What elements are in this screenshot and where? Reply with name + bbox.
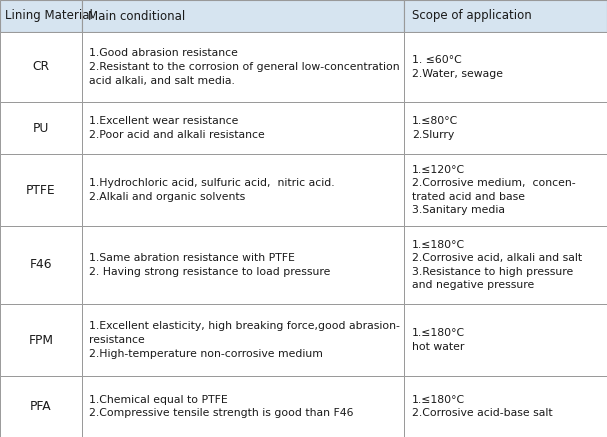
Text: PU: PU — [33, 121, 49, 135]
Bar — [0, 304, 82, 376]
Text: Scope of application: Scope of application — [412, 10, 532, 22]
Text: 1.≤180°C
2.Corrosive acid-base salt: 1.≤180°C 2.Corrosive acid-base salt — [412, 395, 552, 418]
Bar — [82, 154, 404, 226]
Text: Main conditional: Main conditional — [88, 10, 185, 22]
Bar — [82, 102, 404, 154]
Bar — [0, 154, 82, 226]
Text: 1.Excellent elasticity, high breaking force,good abrasion-
resistance
2.High-tem: 1.Excellent elasticity, high breaking fo… — [89, 321, 400, 359]
Bar — [82, 0, 404, 32]
Bar — [82, 376, 404, 437]
Text: 1. ≤60°C
2.Water, sewage: 1. ≤60°C 2.Water, sewage — [412, 55, 503, 79]
Text: PTFE: PTFE — [26, 184, 56, 197]
Text: 1.≤120°C
2.Corrosive medium,  concen-
trated acid and base
3.Sanitary media: 1.≤120°C 2.Corrosive medium, concen- tra… — [412, 165, 575, 215]
Bar — [404, 0, 607, 32]
Bar — [0, 32, 82, 102]
Bar — [404, 32, 607, 102]
Text: 1.Good abrasion resistance
2.Resistant to the corrosion of general low-concentra: 1.Good abrasion resistance 2.Resistant t… — [89, 49, 399, 86]
Text: CR: CR — [33, 60, 50, 73]
Text: 1.≤180°C
hot water: 1.≤180°C hot water — [412, 328, 465, 352]
Bar — [0, 376, 82, 437]
Text: 1.≤80°C
2.Slurry: 1.≤80°C 2.Slurry — [412, 116, 458, 140]
Bar — [404, 226, 607, 304]
Text: 1.Same abration resistance with PTFE
2. Having strong resistance to load pressur: 1.Same abration resistance with PTFE 2. … — [89, 253, 330, 277]
Bar — [404, 102, 607, 154]
Bar — [404, 304, 607, 376]
Bar — [82, 32, 404, 102]
Bar — [404, 376, 607, 437]
Bar — [0, 0, 82, 32]
Bar — [82, 304, 404, 376]
Text: 1.Hydrochloric acid, sulfuric acid,  nitric acid.
2.Alkali and organic solvents: 1.Hydrochloric acid, sulfuric acid, nitr… — [89, 178, 334, 202]
Text: 1.≤180°C
2.Corrosive acid, alkali and salt
3.Resistance to high pressure
and neg: 1.≤180°C 2.Corrosive acid, alkali and sa… — [412, 239, 582, 291]
Text: 1.Chemical equal to PTFE
2.Compressive tensile strength is good than F46: 1.Chemical equal to PTFE 2.Compressive t… — [89, 395, 353, 418]
Text: FPM: FPM — [29, 333, 53, 347]
Text: PFA: PFA — [30, 400, 52, 413]
Bar — [0, 226, 82, 304]
Text: 1.Excellent wear resistance
2.Poor acid and alkali resistance: 1.Excellent wear resistance 2.Poor acid … — [89, 116, 265, 140]
Bar — [404, 154, 607, 226]
Bar — [0, 102, 82, 154]
Text: F46: F46 — [30, 259, 52, 271]
Bar — [82, 226, 404, 304]
Text: Lining Material: Lining Material — [5, 10, 93, 22]
